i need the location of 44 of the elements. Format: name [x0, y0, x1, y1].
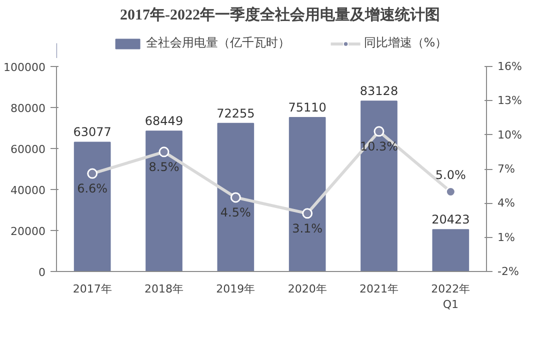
data-label: 72255: [216, 106, 255, 120]
data-label: 20423: [432, 212, 470, 227]
y2-tick-label: 10%: [498, 128, 522, 142]
data-label: 68449: [144, 114, 184, 128]
data-label: 6.6%: [77, 182, 108, 196]
x-tick-label: 2017年: [72, 282, 112, 296]
y2-tick-label: 16%: [498, 60, 522, 73]
x-tick-label: 2022年 Q1: [431, 282, 470, 312]
data-label: 75110: [288, 100, 326, 115]
x-tick-label: 2021年: [360, 282, 399, 296]
point: [87, 168, 98, 179]
y2-tick-label: 13%: [498, 94, 522, 108]
y-tick-label: 40000: [10, 184, 46, 197]
bar: [288, 117, 326, 272]
point: [230, 192, 241, 203]
bar: [217, 122, 254, 272]
point: [158, 146, 170, 158]
legend-label: 全社会用电量（亿千瓦时）: [146, 34, 290, 52]
y-tick-label: 100000: [4, 61, 46, 74]
y-tick-label: 0: [38, 266, 46, 279]
bar: [432, 229, 470, 272]
x-tick-label: 2020年: [288, 282, 327, 296]
y2-tick-label: 7%: [498, 162, 515, 176]
y2-tick-label: -2%: [498, 265, 519, 278]
bar: [74, 142, 111, 272]
y-tick-label: 20000: [10, 225, 46, 238]
y2-tick-label: 4%: [498, 196, 515, 210]
data-label: 63077: [73, 125, 112, 140]
point: [302, 208, 313, 219]
y-tick-label: 80000: [10, 102, 46, 115]
bar: [146, 130, 182, 272]
legend-label: 同比增速（%）: [364, 34, 448, 52]
y-tick-label: 60000: [10, 143, 46, 156]
data-label: 83128: [360, 84, 398, 98]
x-tick-label: 2019年: [216, 282, 256, 296]
data-label: 4.5%: [220, 205, 251, 220]
x-tick-label: 2018年: [144, 282, 184, 296]
data-label: 3.1%: [292, 221, 323, 236]
chart-title: 2017年-2022年一季度全社会用电量及增速统计图: [120, 6, 440, 24]
bar: [360, 100, 398, 272]
data-label: 5.0%: [435, 168, 466, 182]
y2-tick-label: 1%: [498, 230, 515, 244]
point: [374, 126, 384, 137]
data-label: 8.5%: [148, 160, 180, 174]
